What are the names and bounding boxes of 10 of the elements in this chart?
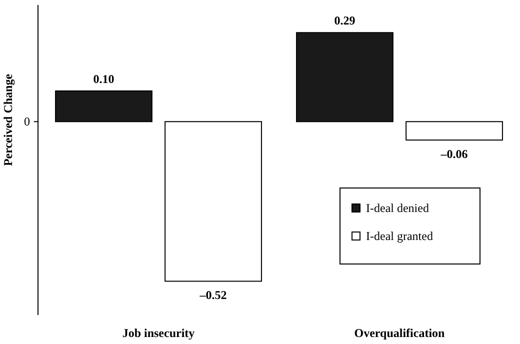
- x-tick-label: Overqualification: [354, 326, 446, 340]
- x-tick-label: Job insecurity: [122, 326, 195, 340]
- data-label: –0.52: [198, 288, 227, 302]
- legend-label: I-deal granted: [366, 229, 433, 243]
- legend-label: I-deal denied: [366, 201, 429, 215]
- text: 0: [24, 114, 30, 129]
- data-label: 0.29: [334, 14, 356, 28]
- y-axis-title: Perceived Change: [1, 73, 15, 166]
- data-label: 0.10: [93, 72, 114, 86]
- data-label: –0.06: [440, 147, 468, 162]
